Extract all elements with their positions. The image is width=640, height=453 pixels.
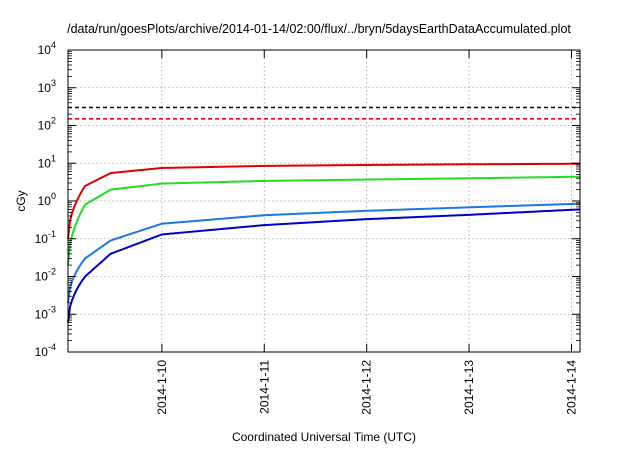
y-tick-label: 102 bbox=[38, 116, 56, 133]
chart-title: /data/run/goesPlots/archive/2014-01-14/0… bbox=[67, 22, 571, 36]
y-tick-label: 103 bbox=[38, 78, 56, 95]
y-tick-label: 10-1 bbox=[35, 229, 56, 246]
y-tick-base: 10 bbox=[38, 156, 52, 170]
x-axis-label: Coordinated Universal Time (UTC) bbox=[232, 430, 416, 444]
series-line bbox=[67, 162, 581, 239]
y-tick-label: 10-2 bbox=[35, 267, 56, 284]
y-tick-exponent: -2 bbox=[48, 267, 56, 277]
tick-layer bbox=[68, 49, 580, 353]
y-tick-label: 10-3 bbox=[35, 304, 56, 321]
y-tick-base: 10 bbox=[38, 43, 52, 57]
y-tick-label: 100 bbox=[38, 191, 56, 208]
y-tick-exponent: -3 bbox=[48, 304, 56, 314]
x-tick-label: 2014-1-13 bbox=[462, 360, 476, 415]
y-tick-base: 10 bbox=[38, 81, 52, 95]
x-tick-label: 2014-1-10 bbox=[155, 360, 169, 415]
y-tick-base: 10 bbox=[35, 270, 49, 284]
y-tick-base: 10 bbox=[35, 307, 49, 321]
y-tick-label: 104 bbox=[38, 40, 56, 57]
y-tick-label: 10-4 bbox=[35, 342, 56, 359]
series-line bbox=[67, 175, 581, 266]
y-tick-base: 10 bbox=[38, 194, 52, 208]
y-tick-exponent: 4 bbox=[51, 40, 56, 50]
y-tick-base: 10 bbox=[35, 232, 49, 246]
y-axis-label: cGy bbox=[14, 190, 28, 211]
x-tick-label: 2014-1-11 bbox=[257, 360, 271, 414]
y-tick-base: 10 bbox=[35, 345, 49, 359]
y-tick-exponent: -1 bbox=[48, 229, 56, 239]
y-tick-label: 101 bbox=[38, 153, 56, 170]
grid-layer bbox=[68, 50, 580, 352]
y-tick-base: 10 bbox=[38, 119, 52, 133]
series-line bbox=[67, 202, 581, 304]
y-tick-exponent: 1 bbox=[51, 153, 56, 163]
y-tick-exponent: 3 bbox=[51, 78, 56, 88]
reference-lines bbox=[68, 106, 580, 120]
series-line bbox=[67, 208, 581, 323]
y-tick-exponent: -4 bbox=[48, 342, 56, 352]
x-tick-labels: 2014-1-10 2014-1-11 2014-1-12 2014-1-13 2014… bbox=[155, 360, 579, 415]
y-tick-exponent: 0 bbox=[51, 191, 56, 201]
x-tick-label: 2014-1-12 bbox=[360, 360, 374, 415]
x-tick-label: 2014-1-14 bbox=[564, 360, 578, 415]
series-layer bbox=[67, 162, 581, 323]
y-tick-exponent: 2 bbox=[51, 116, 56, 126]
